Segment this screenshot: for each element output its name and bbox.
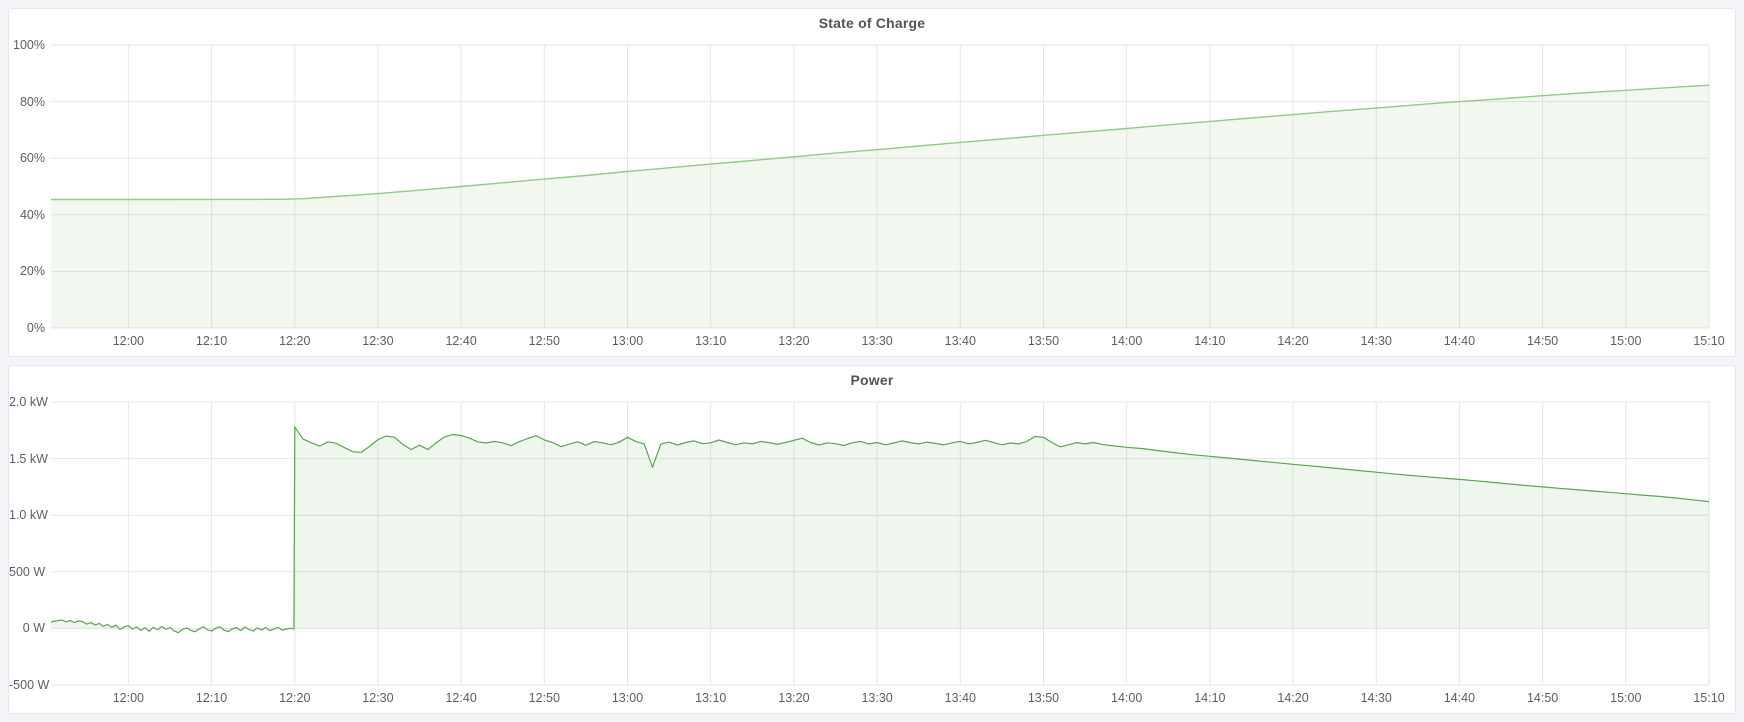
x-axis-tick-label: 13:40 [944,691,976,705]
x-axis-tick-label: 14:50 [1526,334,1559,348]
state-of-charge-series-line [51,84,1710,201]
x-axis-tick-label: 15:00 [1610,691,1642,705]
x-axis-tick-label: 12:20 [279,334,311,348]
x-axis-tick-label: 13:10 [695,691,727,705]
panel-state-of-charge: State of Charge 0% 20% 40% 60% 80% 100% 12:00 1… [8,8,1736,357]
x-axis-tick-label: 12:40 [445,334,477,348]
x-axis-tick-label: 13:10 [695,334,727,348]
x-axis-tick-label: 15:10 [1693,334,1725,348]
y-axis-tick-label: 0% [26,321,45,335]
x-axis-tick-label: 12:50 [528,691,560,705]
panel-title-state-of-charge: State of Charge [818,14,926,31]
x-axis-tick-label: 13:40 [944,334,976,348]
panel-header-power[interactable]: Power [9,366,1735,393]
x-axis-tick-label: 15:00 [1610,334,1642,348]
x-axis-tick-label: 13:50 [1027,334,1060,348]
x-axis-tick-label: 13:00 [611,691,644,705]
y-axis-tick-label: 2.0 kW [9,395,48,409]
state-of-charge-chart[interactable]: 0% 20% 40% 60% 80% 100% 12:00 12:10 12:20 12:30 12… [9,36,1735,356]
x-axis-tick-label: 14:20 [1277,334,1309,348]
x-axis-tick-label: 15:10 [1693,691,1725,705]
x-axis-tick-label: 12:20 [279,691,311,705]
panel-header-state-of-charge[interactable]: State of Charge [9,9,1735,36]
panel-power: Power -500 W 0 W 500 W 1.0 kW 1.5 kW 2.0 kW 12… [8,365,1736,714]
x-axis-tick-label: 14:40 [1443,334,1476,348]
plot-canvas [51,44,1710,329]
x-axis-tick-label: 12:30 [362,691,394,705]
y-axis-tick-label: 0 W [22,621,45,636]
x-axis-tick-label: 12:40 [445,691,477,705]
power-chart[interactable]: -500 W 0 W 500 W 1.0 kW 1.5 kW 2.0 kW 12:00 12:… [9,393,1735,713]
x-axis-tick-label: 14:00 [1111,334,1143,348]
x-axis-tick-label: 14:00 [1111,691,1143,705]
y-axis-tick-label: 60% [19,151,45,166]
x-axis-tick-label: 12:00 [112,334,144,348]
y-axis-tick-label: -500 W [9,678,50,692]
y-axis-tick-label: 100% [13,38,45,52]
x-axis-tick-label: 13:20 [778,691,810,705]
y-axis-tick-label: 1.5 kW [9,451,48,466]
plot-canvas [50,401,1710,686]
x-axis-tick-label: 14:30 [1360,334,1392,348]
x-axis-tick-label: 13:20 [778,334,810,348]
x-axis-tick-label: 14:10 [1194,691,1226,705]
y-axis-tick-label: 20% [19,264,45,279]
x-axis-tick-label: 12:30 [362,334,394,348]
x-axis-tick-label: 12:50 [528,334,560,348]
x-axis-tick-label: 14:20 [1277,691,1309,705]
x-axis-tick-label: 14:30 [1360,691,1392,705]
power-series-line [50,426,1710,634]
x-axis-tick-label: 13:30 [861,691,893,705]
x-axis-tick-label: 12:10 [195,691,228,705]
y-axis-tick-label: 1.0 kW [9,508,48,523]
y-axis-tick-label: 80% [19,94,45,109]
x-axis-tick-label: 13:00 [611,334,644,348]
power-area-fill [51,426,1709,633]
x-axis-tick-label: 13:50 [1027,691,1060,705]
x-axis-tick-label: 14:50 [1526,691,1559,705]
y-axis-tick-label: 500 W [9,564,46,579]
x-axis-tick-label: 14:40 [1443,691,1476,705]
x-axis-tick-label: 12:00 [112,691,144,705]
x-axis-tick-label: 13:30 [861,334,893,348]
x-axis-tick-label: 14:10 [1194,334,1226,348]
panel-title-power: Power [850,371,894,388]
state-of-charge-area-fill [51,85,1709,328]
y-axis-tick-label: 40% [19,207,45,222]
x-axis-tick-label: 12:10 [195,334,228,348]
